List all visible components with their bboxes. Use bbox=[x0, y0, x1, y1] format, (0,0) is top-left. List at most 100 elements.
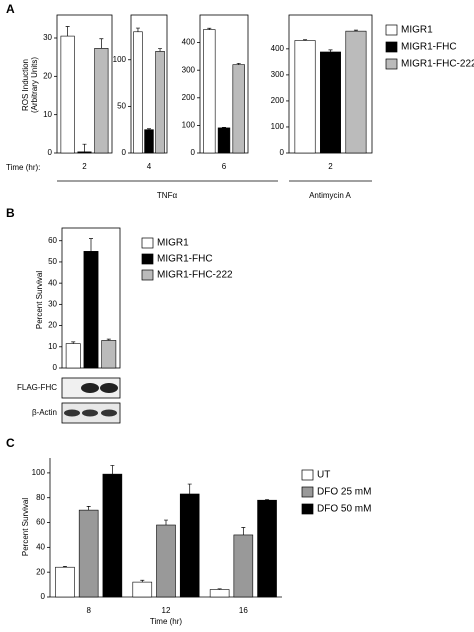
bar bbox=[94, 48, 109, 154]
error-bar bbox=[62, 565, 67, 568]
bar bbox=[257, 499, 277, 598]
bar bbox=[144, 129, 154, 154]
error-bar bbox=[353, 29, 358, 32]
blot-label: FLAG-FHC bbox=[17, 383, 57, 392]
y-tick-label: 100 bbox=[182, 121, 196, 130]
bar bbox=[179, 493, 200, 598]
y-tick-label: 60 bbox=[36, 518, 45, 527]
y-tick-label: 20 bbox=[43, 71, 52, 80]
y-axis-label: Percent Survival bbox=[21, 498, 30, 556]
bar bbox=[294, 40, 316, 154]
y-tick-label: 10 bbox=[43, 110, 52, 119]
y-tick-label: 20 bbox=[36, 567, 45, 576]
y-tick-label: 0 bbox=[122, 148, 127, 157]
error-bar bbox=[71, 341, 76, 344]
y-tick-label: 80 bbox=[36, 493, 45, 502]
legend-swatch bbox=[141, 237, 154, 249]
legend-label: DFO 50 mM bbox=[317, 504, 371, 515]
bar bbox=[55, 566, 75, 598]
legend-swatch bbox=[141, 253, 154, 265]
y-tick-label: 20 bbox=[48, 321, 57, 330]
x-tick-label: 4 bbox=[147, 162, 152, 171]
legend-swatch bbox=[385, 24, 398, 36]
bar bbox=[209, 589, 230, 598]
legend-swatch bbox=[141, 269, 154, 281]
legend-label: UT bbox=[317, 470, 330, 481]
blot-label: β-Actin bbox=[32, 408, 57, 417]
x-tick-label: 8 bbox=[86, 606, 91, 615]
bar bbox=[77, 151, 92, 154]
bar bbox=[345, 30, 367, 154]
error-bar bbox=[241, 527, 246, 535]
y-tick-label: 60 bbox=[48, 236, 57, 245]
group-label: Antimycin A bbox=[309, 191, 351, 200]
panel-label: B bbox=[6, 206, 15, 220]
row-label: Time (hr): bbox=[6, 163, 40, 172]
x-tick-label: 12 bbox=[162, 606, 171, 615]
y-tick-label: 40 bbox=[36, 542, 45, 551]
error-bar bbox=[86, 506, 91, 511]
y-axis-label: Percent Survival bbox=[35, 271, 44, 329]
error-bar bbox=[265, 499, 270, 501]
bar bbox=[78, 509, 99, 598]
legend-swatch bbox=[385, 58, 398, 70]
bar bbox=[102, 473, 123, 598]
error-bar bbox=[147, 128, 151, 130]
y-tick-label: 0 bbox=[53, 363, 58, 372]
y-tick-label: 30 bbox=[48, 299, 57, 308]
bar bbox=[217, 127, 231, 154]
bar bbox=[155, 51, 165, 154]
y-tick-label: 300 bbox=[182, 65, 196, 74]
error-bar bbox=[99, 38, 104, 49]
bar bbox=[203, 29, 216, 154]
y-tick-label: 100 bbox=[32, 468, 46, 477]
legend-swatch bbox=[385, 41, 398, 53]
legend-label: DFO 25 mM bbox=[317, 487, 371, 498]
y-tick-label: 0 bbox=[41, 592, 46, 601]
legend-swatch bbox=[301, 469, 314, 481]
y-tick-label: 30 bbox=[43, 33, 52, 42]
x-tick-label: 2 bbox=[328, 162, 333, 171]
error-bar bbox=[236, 62, 241, 65]
y-tick-label: 0 bbox=[280, 148, 285, 157]
y-axis-label: ROS Induction bbox=[21, 59, 30, 111]
y-tick-label: 100 bbox=[271, 122, 285, 131]
bar bbox=[233, 534, 254, 598]
error-bar bbox=[110, 465, 115, 475]
bar bbox=[156, 524, 176, 598]
legend-label: MIGR1-FHC-222 bbox=[157, 270, 233, 281]
error-bar bbox=[82, 143, 87, 152]
error-bar bbox=[303, 39, 308, 41]
y-tick-label: 200 bbox=[182, 93, 196, 102]
legend-label: MIGR1 bbox=[157, 238, 189, 249]
x-tick-label: 6 bbox=[222, 162, 227, 171]
bar bbox=[83, 251, 99, 369]
error-bar bbox=[135, 27, 140, 32]
legend-label: MIGR1-FHC bbox=[157, 254, 213, 265]
x-tick-label: 16 bbox=[239, 606, 248, 615]
error-bar bbox=[140, 579, 145, 583]
y-tick-label: 50 bbox=[48, 257, 57, 266]
legend-label: MIGR1 bbox=[401, 25, 433, 36]
legend-label: MIGR1-FHC bbox=[401, 42, 457, 53]
group-label: TNFα bbox=[157, 191, 178, 200]
x-axis-label: Time (hr) bbox=[150, 617, 182, 626]
y-tick-label: 0 bbox=[191, 148, 196, 157]
bar bbox=[65, 343, 81, 369]
y-tick-label: 100 bbox=[113, 55, 127, 64]
error-bar bbox=[207, 27, 212, 30]
error-bar bbox=[89, 238, 93, 252]
panel-label: C bbox=[6, 436, 15, 450]
legend-label: MIGR1-FHC-222 bbox=[401, 59, 474, 70]
y-tick-label: 400 bbox=[182, 38, 196, 47]
panel-label: A bbox=[6, 2, 15, 16]
bar bbox=[101, 340, 117, 369]
bar bbox=[232, 64, 245, 154]
x-tick-label: 2 bbox=[82, 162, 87, 171]
error-bar bbox=[217, 588, 222, 590]
legend-swatch bbox=[301, 486, 314, 498]
bar bbox=[60, 35, 75, 154]
error-bar bbox=[106, 338, 111, 341]
error-bar bbox=[164, 519, 168, 526]
